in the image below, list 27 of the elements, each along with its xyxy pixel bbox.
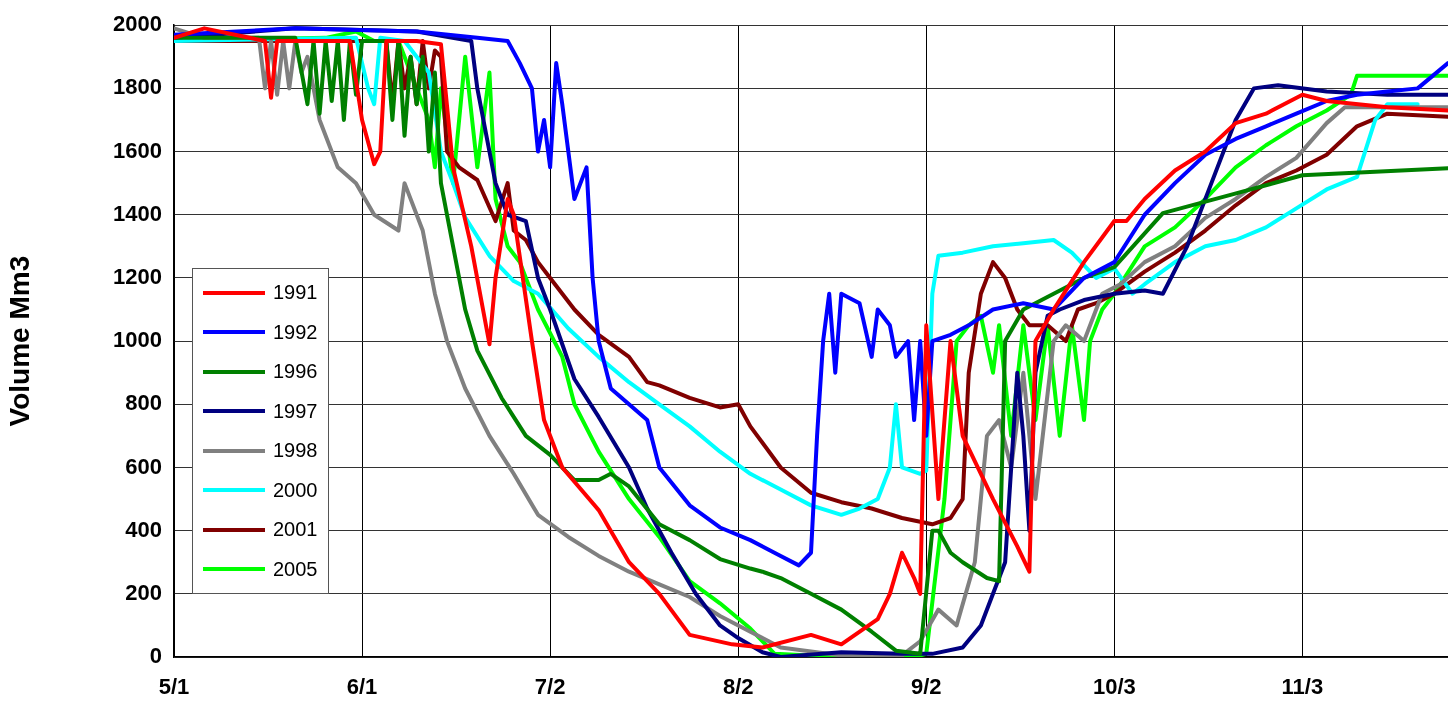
legend-label: 2001 <box>273 518 318 542</box>
y-tick-label: 2000 <box>113 11 162 37</box>
legend-label: 2005 <box>273 557 318 581</box>
y-tick-label: 1200 <box>113 263 162 289</box>
x-tick-label: 9/2 <box>910 674 942 700</box>
y-tick-label: 1000 <box>113 327 162 353</box>
y-tick-label: 800 <box>125 390 162 416</box>
x-tick-label: 11/3 <box>1281 674 1324 700</box>
y-tick-label: 400 <box>125 516 162 542</box>
y-tick-label: 1600 <box>113 137 162 163</box>
legend-label: 1998 <box>273 439 318 463</box>
x-tick-label: 6/1 <box>346 674 378 700</box>
legend-label: 2000 <box>273 478 318 502</box>
x-tick-label: 10/3 <box>1092 674 1136 700</box>
legend-label: 1996 <box>273 360 318 384</box>
legend-label: 1997 <box>273 399 318 423</box>
x-tick-label: 8/2 <box>722 674 754 700</box>
y-tick-label: 0 <box>149 643 162 669</box>
x-tick-label: 5/1 <box>158 674 190 700</box>
y-tick-label: 600 <box>125 453 162 479</box>
y-tick-label: 1800 <box>113 74 162 100</box>
y-tick-label: 1400 <box>113 200 162 226</box>
x-tick-label: 7/2 <box>534 674 566 700</box>
legend-label: 1992 <box>273 320 318 344</box>
legend-label: 1991 <box>273 281 318 305</box>
y-tick-label: 200 <box>125 579 162 605</box>
y-axis-title: Volume Mm3 <box>3 255 35 427</box>
